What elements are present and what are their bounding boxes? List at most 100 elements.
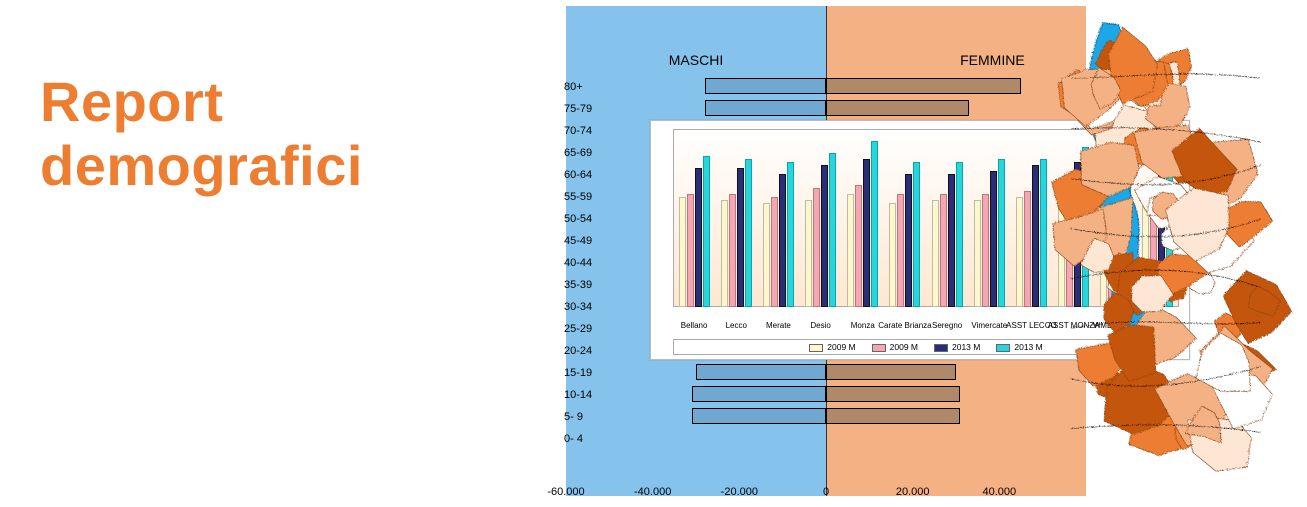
- pyramid-row: [566, 384, 1086, 406]
- pyramid-x-label: 40.000: [983, 486, 1017, 498]
- legend-item: 2009 M: [809, 342, 855, 352]
- bar-group-label: ATS: [1128, 322, 1188, 331]
- group-bar: [1166, 156, 1173, 307]
- group-bar: [763, 203, 770, 307]
- pyramid-bar-female: [826, 78, 1021, 94]
- pyramid-bar-male: [692, 386, 826, 402]
- bar-chart-legend: 2009 M 2009 M 2013 M 2013 M: [673, 339, 1179, 355]
- title-line-2: demografici: [40, 134, 363, 197]
- legend-swatch: [809, 344, 823, 352]
- title-line-1: Report: [40, 70, 223, 133]
- legend-swatch: [934, 344, 948, 352]
- pyramid-row: [566, 76, 1086, 98]
- group-bar: [1100, 200, 1107, 307]
- group-bar: [1082, 147, 1089, 307]
- pyramid-row: [566, 98, 1086, 120]
- group-bar: [771, 197, 778, 307]
- group-bar: [990, 171, 997, 307]
- bar-group: ATS: [1137, 129, 1179, 307]
- group-bar: [956, 162, 963, 307]
- group-bar: [871, 141, 878, 307]
- group-bar: [813, 188, 820, 307]
- group-bar: [1124, 159, 1131, 307]
- group-bar: [703, 156, 710, 307]
- group-bar: [1108, 194, 1115, 307]
- group-bar: [863, 159, 870, 307]
- pyramid-x-label: -60.000: [547, 486, 584, 498]
- group-bar: [787, 162, 794, 307]
- pyramid-bar-male: [692, 408, 826, 424]
- group-bar: [1024, 191, 1031, 307]
- bar-chart-groups: BellanoLeccoMerateDesioMonzaCarate Brian…: [673, 129, 1179, 307]
- pyramid-bar-male: [696, 364, 826, 380]
- group-bar: [1142, 197, 1149, 307]
- legend-item: 2013 M: [934, 342, 980, 352]
- pyramid-x-label: -20.000: [721, 486, 758, 498]
- bar-group: ASST VIMERCATE: [1095, 129, 1137, 307]
- bar-group: Carate Brianza: [884, 129, 926, 307]
- bar-group: ASST LECCO: [1010, 129, 1052, 307]
- group-bar: [998, 159, 1005, 307]
- group-bar: [821, 165, 828, 307]
- pyramid-bar-female: [826, 408, 960, 424]
- group-bar: [1116, 171, 1123, 307]
- group-bar: [1158, 168, 1165, 307]
- bar-group: ASST MONZA: [1053, 129, 1095, 307]
- legend-item: 2013 M: [996, 342, 1042, 352]
- figure-stage: MASCHI FEMMINE 80+75-7970-7465-6960-6455…: [530, 0, 1290, 507]
- pyramid-row: [566, 406, 1086, 428]
- group-bar: [779, 174, 786, 308]
- group-bar: [1040, 159, 1047, 307]
- group-bar: [897, 194, 904, 307]
- bar-group: Monza: [842, 129, 884, 307]
- pyramid-row: [566, 428, 1086, 450]
- group-bar: [847, 194, 854, 307]
- group-bar: [745, 159, 752, 307]
- pyramid-x-label: 0: [823, 486, 829, 498]
- group-bar: [948, 174, 955, 308]
- group-bar: [1150, 191, 1157, 307]
- group-bar: [829, 153, 836, 307]
- group-bar: [1032, 165, 1039, 307]
- pyramid-bar-female: [826, 100, 969, 116]
- group-bar: [1074, 162, 1081, 307]
- pyramid-bar-male: [705, 100, 826, 116]
- group-bar: [855, 185, 862, 307]
- group-bar: [805, 200, 812, 307]
- group-bar: [913, 162, 920, 307]
- group-bar: [889, 203, 896, 307]
- group-bar: [932, 200, 939, 307]
- group-bar: [729, 194, 736, 307]
- group-bar: [940, 194, 947, 307]
- group-bar: [687, 194, 694, 307]
- bar-group: Vimercate: [968, 129, 1010, 307]
- bar-group: Bellano: [673, 129, 715, 307]
- page-title: Report demografici: [40, 70, 363, 199]
- pyramid-bar-female: [826, 386, 960, 402]
- bar-group: Merate: [757, 129, 799, 307]
- grouped-bar-chart: BellanoLeccoMerateDesioMonzaCarate Brian…: [650, 120, 1190, 360]
- group-bar: [1016, 197, 1023, 307]
- group-bar: [695, 168, 702, 307]
- group-bar: [721, 200, 728, 307]
- pyramid-bar-male: [705, 78, 826, 94]
- group-bar: [974, 200, 981, 307]
- pyramid-header-female: FEMMINE: [960, 52, 1025, 68]
- pyramid-x-label: -40.000: [634, 486, 671, 498]
- group-bar: [982, 194, 989, 307]
- group-bar: [905, 174, 912, 308]
- bar-group: Seregno: [926, 129, 968, 307]
- group-bar: [1058, 194, 1065, 307]
- legend-swatch: [996, 344, 1010, 352]
- pyramid-x-label: 20.000: [896, 486, 930, 498]
- group-bar: [679, 197, 686, 307]
- pyramid-header-male: MASCHI: [669, 52, 723, 68]
- legend-swatch: [872, 344, 886, 352]
- pyramid-bar-female: [826, 364, 956, 380]
- bar-group: Desio: [800, 129, 842, 307]
- bar-group: Lecco: [715, 129, 757, 307]
- group-bar: [1066, 185, 1073, 307]
- group-bar: [737, 168, 744, 307]
- legend-item: 2009 M: [872, 342, 918, 352]
- pyramid-row: [566, 362, 1086, 384]
